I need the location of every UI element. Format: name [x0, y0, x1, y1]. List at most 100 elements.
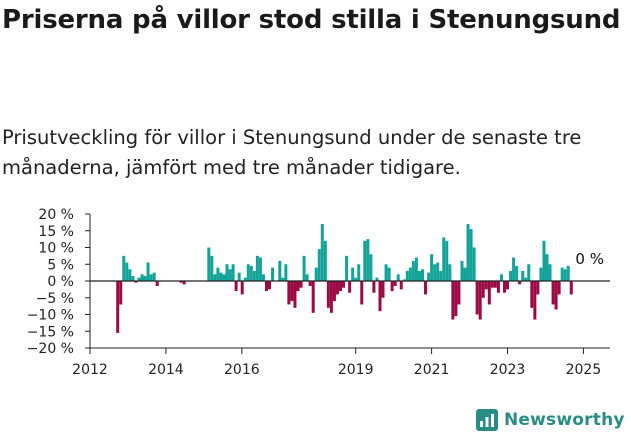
- y-tick-label: 15 %: [38, 224, 74, 240]
- bar: [182, 281, 186, 285]
- bar: [530, 281, 534, 308]
- bar: [481, 281, 485, 298]
- annotation-layer: 0 %: [575, 250, 604, 268]
- bar: [335, 281, 339, 295]
- bar: [345, 255, 349, 282]
- bar: [515, 265, 519, 281]
- newsworthy-logo-icon: [476, 409, 498, 431]
- bar: [472, 247, 476, 281]
- bar: [512, 257, 516, 281]
- x-tick-label: 2012: [72, 362, 108, 378]
- bar: [231, 264, 235, 281]
- price-change-bar-chart: 20 %15 %10 %5 %0 %−5 %−10 %−15 %−20 % 20…: [27, 207, 610, 378]
- bar: [271, 267, 275, 281]
- bars: [90, 224, 610, 333]
- bar: [466, 224, 470, 281]
- bar: [246, 264, 250, 281]
- bar: [451, 281, 455, 320]
- bar: [417, 270, 421, 281]
- bar: [146, 262, 150, 281]
- bar: [348, 281, 352, 293]
- bar: [469, 229, 473, 281]
- bar: [258, 257, 262, 281]
- bar: [475, 281, 479, 315]
- x-tick-label: 2014: [148, 362, 184, 378]
- y-tick-label: 5 %: [47, 257, 74, 273]
- bar: [539, 267, 543, 281]
- page-subtitle: Prisutveckling för villor i Stenungsund …: [2, 126, 582, 179]
- bar: [287, 281, 291, 305]
- bar: [372, 281, 376, 293]
- bar: [323, 240, 327, 281]
- latest-value-label: 0 %: [575, 250, 604, 268]
- bar: [375, 277, 379, 281]
- bar: [381, 281, 385, 298]
- bar: [384, 264, 388, 281]
- bar: [207, 247, 211, 281]
- bar: [454, 281, 458, 317]
- bar: [436, 262, 440, 281]
- bar: [402, 279, 406, 281]
- bar: [478, 281, 482, 320]
- bar: [545, 254, 549, 281]
- bar: [332, 281, 336, 302]
- bar: [484, 281, 488, 290]
- bar: [430, 254, 434, 281]
- bar: [143, 275, 147, 281]
- bar: [342, 281, 346, 288]
- bar: [387, 267, 391, 281]
- newsworthy-logo: Newsworthy: [476, 409, 625, 431]
- bar: [439, 270, 443, 281]
- bar: [551, 281, 555, 305]
- bar: [524, 277, 528, 281]
- bar: [427, 272, 431, 282]
- bar: [460, 260, 464, 281]
- bar: [463, 267, 467, 281]
- bar: [261, 274, 265, 281]
- bar: [411, 260, 415, 281]
- bar: [317, 249, 321, 281]
- bar: [122, 255, 126, 282]
- bar: [155, 281, 159, 287]
- bar: [210, 255, 214, 282]
- bar: [487, 281, 491, 305]
- bar: [493, 281, 497, 288]
- bar: [490, 281, 494, 288]
- y-tick-label: −15 %: [27, 324, 74, 340]
- bar: [302, 255, 306, 282]
- y-axis: 20 %15 %10 %5 %0 %−5 %−10 %−15 %−20 %: [27, 207, 91, 357]
- bar: [125, 262, 129, 281]
- bar: [119, 281, 123, 305]
- bar: [243, 277, 247, 281]
- bar: [339, 281, 343, 292]
- bar: [442, 237, 446, 281]
- bar: [533, 281, 537, 320]
- bar: [225, 264, 229, 281]
- bar: [414, 257, 418, 281]
- bar: [405, 270, 409, 281]
- bar: [499, 274, 503, 281]
- y-tick-label: 20 %: [38, 207, 74, 223]
- bar: [354, 277, 358, 281]
- bar: [290, 281, 294, 302]
- bar: [506, 281, 510, 290]
- y-tick-label: 0 %: [47, 274, 74, 290]
- bar: [149, 274, 153, 281]
- bar: [255, 255, 259, 282]
- bar: [152, 272, 156, 282]
- bar: [542, 240, 546, 281]
- bar: [140, 274, 144, 281]
- x-tick-label: 2021: [414, 362, 450, 378]
- bar: [448, 264, 452, 281]
- bar: [268, 281, 272, 290]
- bar: [296, 281, 300, 292]
- bar: [566, 265, 570, 281]
- bar: [281, 277, 285, 281]
- bar: [137, 277, 141, 281]
- bar: [305, 274, 309, 281]
- brand-name: Newsworthy: [504, 410, 625, 430]
- bar: [424, 281, 428, 295]
- x-tick-label: 2023: [490, 362, 526, 378]
- bar: [518, 281, 522, 285]
